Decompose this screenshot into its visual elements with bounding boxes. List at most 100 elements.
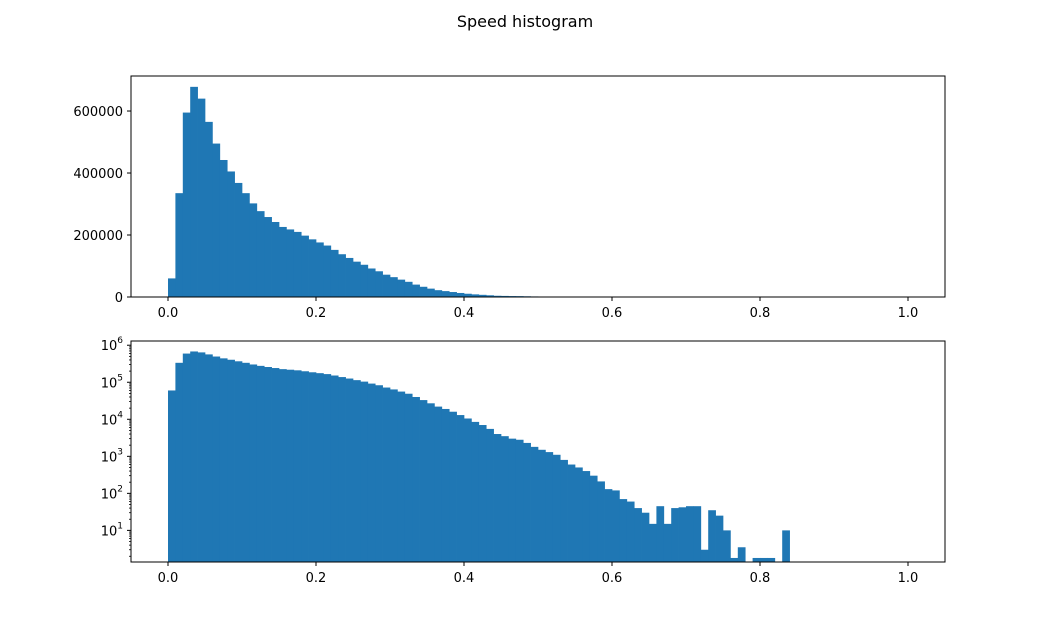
histogram-bar bbox=[271, 368, 280, 562]
histogram-bar bbox=[338, 254, 346, 297]
histogram-bar bbox=[589, 475, 598, 562]
y-tick-label: 101 bbox=[101, 521, 123, 539]
histogram-bar bbox=[168, 278, 176, 297]
x-tick-label: 0.6 bbox=[602, 571, 623, 586]
histogram-bar bbox=[293, 370, 302, 562]
histogram-bar bbox=[575, 467, 583, 562]
histogram-bar bbox=[264, 367, 272, 562]
histogram-bar bbox=[242, 193, 250, 297]
histogram-bar bbox=[449, 411, 457, 562]
histogram-bar bbox=[560, 459, 568, 562]
histogram-bar bbox=[471, 294, 480, 297]
figure-title: Speed histogram bbox=[457, 12, 593, 31]
histogram-bar bbox=[249, 364, 258, 562]
histogram-bar bbox=[168, 390, 176, 562]
histogram-bar bbox=[249, 203, 258, 297]
histogram-bar bbox=[382, 274, 391, 297]
histogram-bar bbox=[375, 271, 383, 297]
histogram-bar bbox=[197, 352, 206, 562]
axes-frame bbox=[130, 340, 946, 563]
histogram-bar bbox=[478, 294, 487, 297]
histogram-bar bbox=[752, 557, 761, 562]
histogram-bar bbox=[330, 249, 339, 297]
y-minor-ticks bbox=[129, 346, 131, 557]
y-tick-label: 200000 bbox=[73, 229, 123, 244]
histogram-bar bbox=[316, 373, 324, 562]
y-tick-label: 0 bbox=[115, 291, 123, 306]
histogram-bar bbox=[323, 374, 332, 562]
histogram-bar bbox=[301, 371, 309, 562]
histogram-bar bbox=[427, 403, 435, 562]
histogram-bar bbox=[508, 438, 517, 562]
histogram-bar bbox=[345, 378, 354, 562]
log-histogram-panel: 0.0 0.2 0.4 0.6 0.8 1.0 101 102 103 104 105 106 bbox=[101, 336, 946, 586]
histogram-bar bbox=[212, 143, 221, 297]
histogram-bar bbox=[419, 400, 428, 562]
histogram-bar bbox=[286, 229, 295, 297]
y-axis: 101 102 103 104 105 106 bbox=[101, 336, 131, 539]
histogram-bar bbox=[205, 354, 213, 562]
x-tick-label: 1.0 bbox=[898, 571, 919, 586]
histogram-bar bbox=[597, 481, 605, 562]
histogram-bar bbox=[286, 369, 295, 562]
histogram-bar bbox=[353, 261, 361, 297]
histogram-bar bbox=[671, 508, 679, 562]
bars bbox=[168, 351, 790, 562]
histogram-bar bbox=[441, 291, 450, 297]
histogram-bar bbox=[641, 512, 650, 562]
histogram-bar bbox=[316, 242, 324, 297]
histogram-bar bbox=[441, 408, 450, 562]
x-tick-label: 0.2 bbox=[306, 306, 327, 321]
x-tick-label: 0.4 bbox=[454, 571, 475, 586]
x-axis: 0.0 0.2 0.4 0.6 0.8 1.0 bbox=[158, 562, 919, 586]
histogram-bar bbox=[182, 353, 191, 562]
histogram-bar bbox=[175, 362, 184, 562]
histogram-bar bbox=[678, 507, 687, 562]
histogram-bar bbox=[353, 380, 361, 562]
x-tick-label: 0.8 bbox=[750, 571, 771, 586]
histogram-bar bbox=[360, 381, 369, 562]
histogram-bar bbox=[345, 257, 354, 297]
histogram-bar bbox=[323, 245, 332, 297]
histogram-bar bbox=[264, 217, 272, 297]
histogram-bar bbox=[197, 98, 206, 298]
histogram-bar bbox=[486, 428, 494, 562]
x-tick-label: 0.0 bbox=[158, 571, 179, 586]
histogram-bar bbox=[760, 557, 768, 562]
x-tick-label: 0.0 bbox=[158, 306, 179, 321]
histogram-bar bbox=[227, 359, 235, 562]
histogram-bar bbox=[515, 439, 524, 562]
histogram-bar bbox=[212, 356, 221, 562]
linear-histogram-panel: 0.0 0.2 0.4 0.6 0.8 1.0 0 200000 400000 600000 bbox=[73, 75, 946, 321]
histogram-bar bbox=[686, 506, 694, 562]
histogram-bar bbox=[412, 284, 420, 297]
histogram-bar bbox=[182, 112, 191, 297]
histogram-bar bbox=[552, 454, 561, 562]
histogram-bar bbox=[234, 182, 243, 297]
histogram-bar bbox=[293, 231, 302, 297]
histogram-bar bbox=[419, 286, 428, 297]
histogram-bar bbox=[523, 442, 531, 562]
histogram-bar bbox=[715, 515, 724, 562]
histogram-bar bbox=[390, 277, 398, 297]
histogram-bar bbox=[190, 351, 198, 562]
histogram-bar bbox=[486, 295, 494, 297]
x-axis: 0.0 0.2 0.4 0.6 0.8 1.0 bbox=[158, 297, 918, 321]
x-tick-label: 0.8 bbox=[750, 306, 771, 321]
y-tick-label: 106 bbox=[101, 336, 124, 354]
histogram-bar bbox=[227, 171, 235, 297]
histogram-bar bbox=[737, 547, 746, 562]
x-tick-label: 0.2 bbox=[306, 571, 327, 586]
histogram-bar bbox=[234, 361, 243, 562]
y-tick-label: 105 bbox=[101, 373, 123, 391]
histogram-bar bbox=[301, 235, 309, 297]
y-tick-label: 103 bbox=[101, 447, 123, 465]
histogram-bar bbox=[397, 279, 406, 297]
histogram-bar bbox=[338, 377, 346, 562]
histogram-bar bbox=[478, 425, 487, 562]
histogram-bar bbox=[604, 489, 613, 562]
histogram-bar bbox=[397, 391, 406, 562]
histogram-bar bbox=[219, 159, 228, 297]
histogram-bar bbox=[449, 292, 457, 297]
histogram-bar bbox=[367, 268, 376, 297]
